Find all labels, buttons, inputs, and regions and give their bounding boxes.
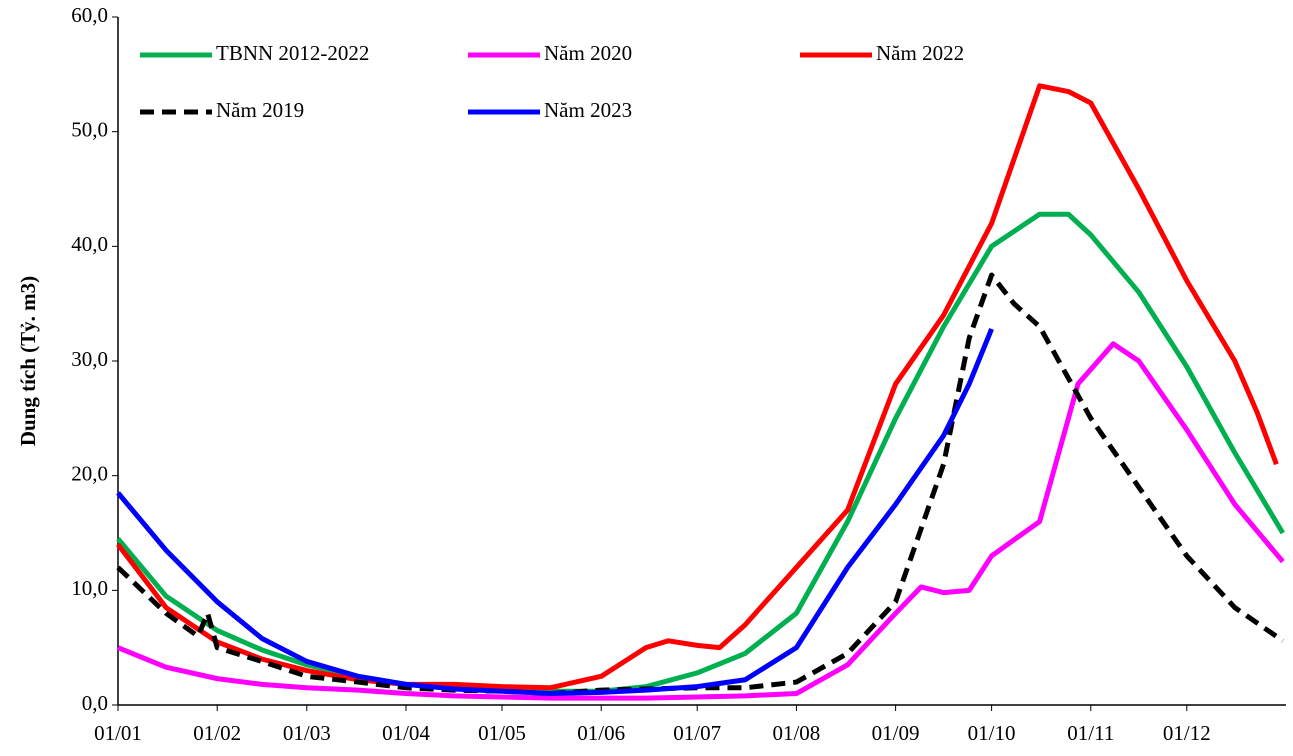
- y-tick-label: 50,0: [71, 117, 108, 141]
- x-tick-label: 01/12: [1163, 721, 1211, 745]
- legend-label: TBNN 2012-2022: [216, 41, 369, 65]
- y-tick-label: 20,0: [71, 461, 108, 485]
- y-tick-label: 60,0: [71, 3, 108, 27]
- x-tick-label: 01/08: [772, 721, 820, 745]
- data-line: [117, 341, 1285, 701]
- x-tick-label: 01/05: [478, 721, 526, 745]
- legend-label: Năm 2023: [544, 98, 632, 122]
- x-tick-label: 01/04: [382, 721, 430, 745]
- y-tick-label: 40,0: [71, 232, 108, 256]
- legend-label: Năm 2022: [876, 41, 964, 65]
- legend-label: Năm 2019: [216, 98, 304, 122]
- x-tick-label: 01/07: [673, 721, 721, 745]
- x-tick-label: 01/03: [283, 721, 331, 745]
- legend-label: Năm 2020: [544, 41, 632, 65]
- x-tick-label: 01/06: [577, 721, 625, 745]
- data-line: [116, 211, 1285, 694]
- x-tick-label: 01/02: [193, 721, 241, 745]
- x-tick-label: 01/10: [968, 721, 1016, 745]
- data-line: [116, 83, 1279, 691]
- y-tick-label: 0,0: [82, 691, 108, 715]
- data-line: [116, 272, 1285, 697]
- x-tick-label: 01/01: [94, 721, 142, 745]
- x-tick-label: 01/09: [872, 721, 920, 745]
- y-tick-label: 10,0: [71, 576, 108, 600]
- data-line: [116, 327, 994, 697]
- y-axis-label: Dung tích (Tỷ. m3): [16, 276, 40, 446]
- x-tick-label: 01/11: [1067, 721, 1114, 745]
- y-tick-label: 30,0: [71, 347, 108, 371]
